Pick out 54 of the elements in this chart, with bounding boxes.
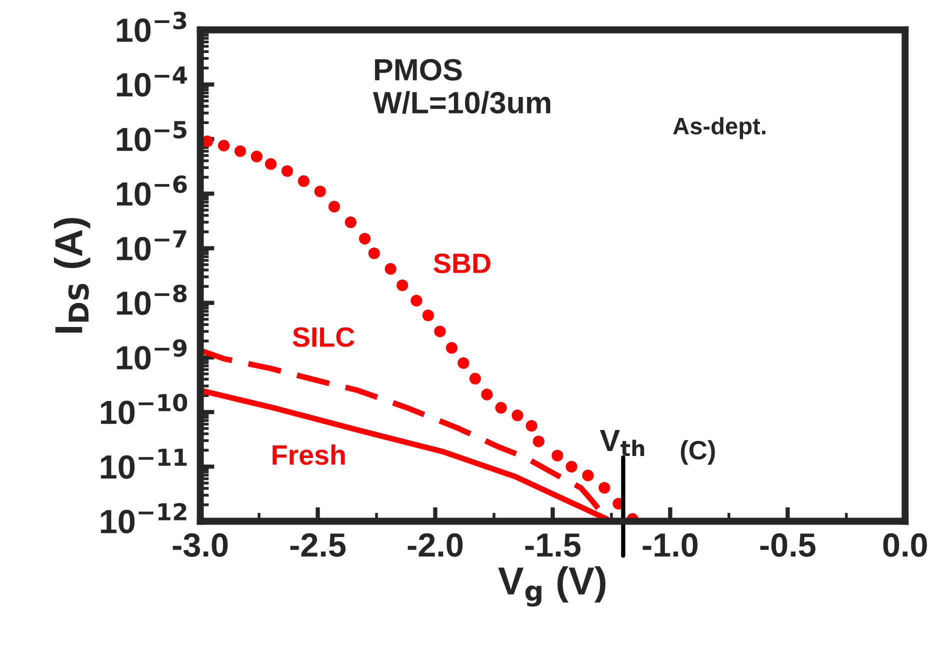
point xyxy=(234,145,246,157)
point xyxy=(328,200,340,212)
series-label: SILC xyxy=(292,327,354,347)
ref-line-label: V$_{th}$ xyxy=(600,430,644,456)
point xyxy=(410,294,422,306)
point xyxy=(384,263,396,275)
y-tick-label: 10$^{−4}$ xyxy=(116,66,187,97)
point xyxy=(368,247,380,260)
point xyxy=(264,158,277,170)
x-tick-label: -0.5 xyxy=(760,533,816,557)
y-tick-label: 10$^{−9}$ xyxy=(116,339,187,370)
y-tick-label: 10$^{−10}$ xyxy=(100,394,188,424)
point xyxy=(314,186,326,198)
point xyxy=(469,372,481,384)
series-label: Fresh xyxy=(272,444,345,465)
point xyxy=(582,470,594,482)
point xyxy=(396,279,408,292)
annotation: (C) xyxy=(680,440,715,465)
point xyxy=(446,342,458,354)
point xyxy=(281,165,294,177)
x-axis-title: V$_{g}$ (V) xyxy=(498,566,606,607)
x-tick-label: -2.5 xyxy=(290,533,346,557)
x-tick-label: -1.5 xyxy=(525,534,580,557)
point xyxy=(250,150,262,162)
y-tick-label: 10$^{−3}$ xyxy=(116,12,186,42)
point xyxy=(298,175,310,187)
point xyxy=(552,450,564,462)
y-tick-label: 10$^{−8}$ xyxy=(116,284,187,316)
point xyxy=(495,402,507,414)
point xyxy=(566,460,578,472)
point xyxy=(358,232,371,244)
annotation: PMOS W/L=10/3um xyxy=(373,58,550,114)
y-axis-title: I$_{DS}$ (A) xyxy=(54,218,90,333)
y-tick-label: 10$^{−6}$ xyxy=(116,175,187,206)
x-tick-label: -2.0 xyxy=(408,533,463,557)
x-tick-label: -1.0 xyxy=(642,533,698,557)
x-tick-label: 0.0 xyxy=(883,533,927,557)
y-tick-label: 10$^{−7}$ xyxy=(116,230,186,260)
x-tick-label: -3.0 xyxy=(172,533,228,557)
y-tick-label: 10$^{−12}$ xyxy=(100,502,186,534)
point xyxy=(512,410,524,422)
y-tick-label: 10$^{−5}$ xyxy=(116,121,186,152)
point xyxy=(532,436,544,448)
series-label: SBD xyxy=(434,254,490,274)
annotation: As-dept. xyxy=(673,117,766,140)
point xyxy=(526,420,538,432)
point xyxy=(434,326,446,338)
point xyxy=(422,310,434,322)
point xyxy=(458,357,470,369)
y-tick-label: 10$^{−11}$ xyxy=(100,448,187,479)
point xyxy=(598,482,610,494)
point xyxy=(481,388,493,400)
point xyxy=(344,216,356,228)
point xyxy=(218,140,230,152)
